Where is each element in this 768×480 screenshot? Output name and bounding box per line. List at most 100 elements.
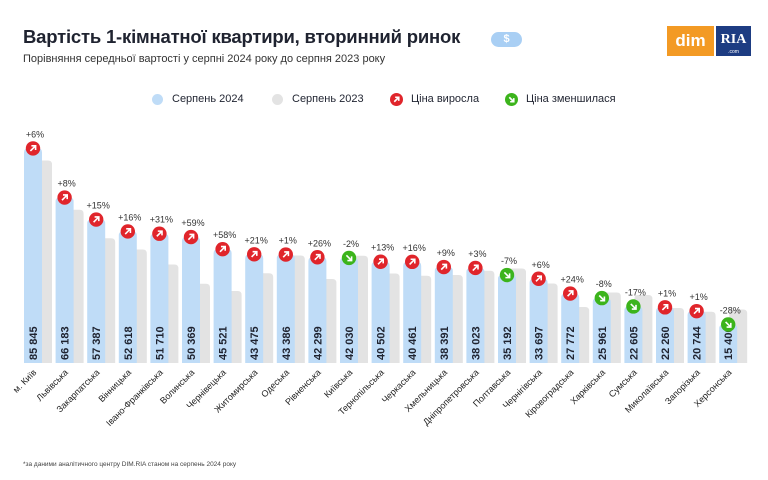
change-label: +58%	[213, 230, 236, 240]
bar-value-label: 20 744	[692, 325, 704, 360]
badge-arrow	[693, 307, 700, 315]
category-label: Одеська	[259, 367, 291, 399]
change-label: -7%	[501, 256, 517, 266]
badge-arrow	[725, 321, 732, 328]
arrow-up-icon	[390, 92, 403, 106]
badge-arrow	[377, 258, 384, 265]
bar-current	[87, 219, 106, 363]
bar-current	[182, 237, 200, 363]
legend-item-previous: Серпень 2023	[272, 89, 364, 109]
legend-item-down: Ціна зменшилася	[505, 89, 616, 109]
currency-badge: $	[491, 32, 522, 47]
badge-arrow	[314, 253, 321, 261]
bar-value-label: 33 697	[534, 326, 546, 360]
bar-current	[687, 311, 706, 363]
bar-value-label: 66 183	[60, 326, 72, 360]
bar-current	[498, 275, 516, 363]
legend-label-up: Ціна виросла	[411, 93, 480, 105]
badge-arrow	[567, 290, 574, 297]
badge-arrow	[503, 271, 511, 279]
bar-value-label: 22 605	[628, 326, 640, 360]
change-label: -8%	[596, 279, 612, 289]
bar-value-label: 40 461	[407, 326, 419, 360]
category-label: Сумська	[607, 367, 639, 399]
badge-arrow	[124, 228, 132, 235]
change-label: +8%	[57, 179, 75, 189]
bar-value-label: 27 772	[565, 326, 577, 360]
change-label: +31%	[150, 215, 173, 225]
bar-current	[245, 254, 264, 363]
change-label: +15%	[87, 201, 110, 211]
change-label: +9%	[437, 248, 455, 258]
change-label: +1%	[279, 236, 297, 246]
footnote: *за даними аналітичного центру DIM.RIA с…	[23, 461, 237, 468]
badge-arrow	[535, 275, 542, 282]
bar-current	[276, 254, 295, 363]
category-label: Дніпропетровська	[421, 367, 481, 427]
bar-value-label: 22 260	[660, 326, 672, 360]
bar-value-label: 15 400	[723, 326, 735, 360]
bar-current	[624, 306, 643, 363]
change-label: -28%	[720, 306, 741, 316]
logo-ria: RIA .com	[716, 26, 751, 56]
badge-arrow	[440, 263, 448, 271]
badge-arrow	[219, 245, 226, 253]
badge-arrow	[156, 230, 163, 237]
bar-value-label: 50 369	[186, 326, 198, 360]
logo-ria-text: RIA	[720, 32, 747, 47]
legend-item-up: Ціна виросла	[390, 89, 479, 109]
bar-current	[592, 298, 611, 363]
change-label: +26%	[308, 238, 331, 248]
bar-current	[308, 257, 327, 363]
category-label: м. Київ	[11, 367, 39, 395]
bar-value-label: 40 502	[376, 326, 388, 360]
change-label: +6%	[26, 129, 44, 139]
bar-current	[561, 293, 580, 363]
bar-current	[656, 307, 674, 363]
change-label: +24%	[561, 275, 584, 285]
badge-arrow	[598, 294, 606, 302]
legend-label-down: Ціна зменшилася	[526, 93, 616, 105]
legend-swatch-previous	[272, 93, 283, 105]
legend-item-current: Серпень 2024	[152, 89, 244, 109]
bar-value-label: 51 710	[154, 326, 166, 360]
bar-current	[213, 249, 232, 363]
change-label: -2%	[343, 239, 359, 249]
bar-value-label: 57 387	[91, 326, 103, 360]
bar-value-label: 42 299	[312, 326, 324, 360]
bar-current	[118, 231, 137, 363]
badge-arrow	[61, 194, 68, 201]
badge-arrow	[630, 303, 637, 310]
bar-current	[529, 278, 548, 363]
bar-value-label: 38 391	[439, 326, 451, 360]
chart-title: Вартість 1-кімнатної квартири, вторинний…	[23, 26, 461, 47]
change-label: +16%	[118, 212, 141, 222]
change-label: +3%	[468, 249, 486, 259]
badge-arrow	[29, 144, 37, 152]
arrow-down-icon	[505, 92, 518, 106]
badge-arrow	[345, 254, 353, 262]
bar-value-label: 43 386	[281, 326, 293, 360]
chart-subtitle: Порівняння середньої вартості у серпні 2…	[23, 53, 386, 65]
badge-arrow	[93, 216, 100, 223]
bar-current	[55, 197, 74, 363]
bar-current	[719, 324, 738, 363]
bar-value-label: 25 961	[597, 326, 609, 360]
change-label: +13%	[371, 243, 394, 253]
bar-value-label: 52 618	[123, 326, 135, 360]
badge-arrow	[472, 264, 479, 272]
change-label: +21%	[245, 235, 268, 245]
change-label: +6%	[531, 260, 549, 270]
bar-value-label: 35 192	[502, 326, 514, 360]
dimria-logo[interactable]: dim RIA .com	[667, 26, 751, 56]
badge-arrow	[187, 233, 195, 241]
chart-legend: Серпень 2024 Серпень 2023 Ціна виросла Ц…	[0, 89, 768, 109]
category-label: Івано-Франківська	[104, 367, 165, 428]
bar-current	[371, 261, 390, 363]
badge-arrow	[251, 250, 258, 258]
legend-label-current: Серпень 2024	[172, 93, 244, 105]
bar-current	[466, 267, 485, 363]
legend-swatch-current	[152, 93, 163, 105]
badge-arrow	[661, 303, 669, 311]
bar-current	[150, 233, 169, 363]
